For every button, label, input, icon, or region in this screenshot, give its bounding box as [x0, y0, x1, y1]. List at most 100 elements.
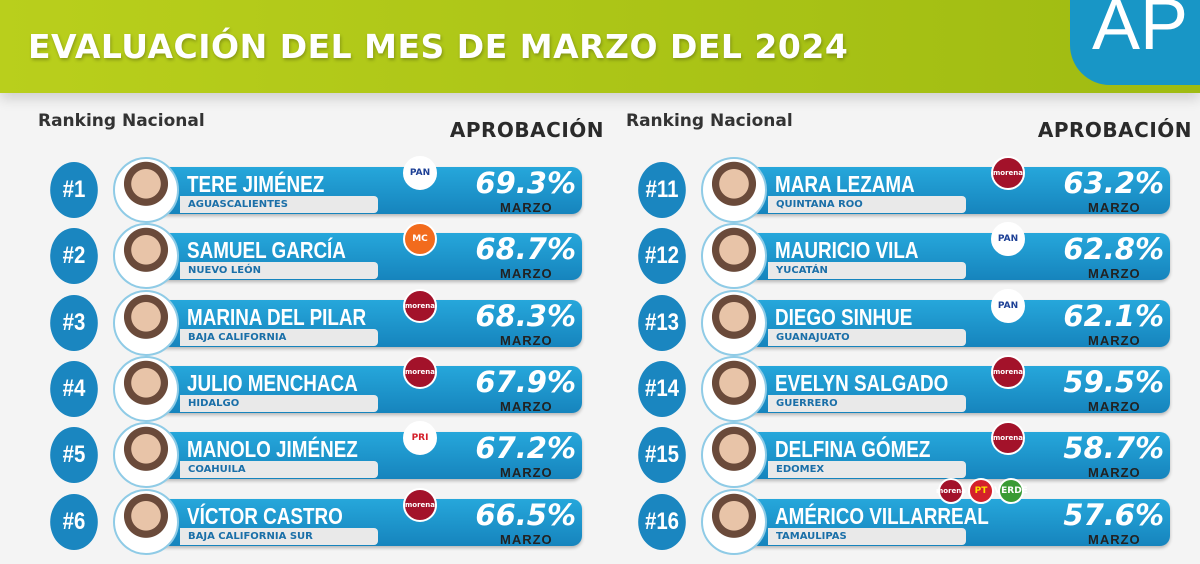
state-label: QUINTANA ROO: [768, 196, 966, 213]
ranking-row: #11 MARA LEZAMA QUINTANA ROO morena 63.2…: [588, 156, 1176, 223]
governor-photo: [701, 223, 767, 290]
party-logo-morena-icon: morena: [991, 354, 1025, 389]
month-label: MARZO: [500, 200, 553, 215]
party-logo-verde-icon: VERDE: [994, 477, 1028, 504]
state-label: COAHUILA: [180, 461, 378, 479]
party-logo-morena-icon: morena: [403, 288, 437, 323]
month-label: MARZO: [1088, 398, 1141, 414]
governor-name: SAMUEL GARCÍA: [187, 237, 346, 264]
ranking-header: Ranking Nacional: [626, 111, 793, 131]
ranking-row: #4 JULIO MENCHACA HIDALGO morena 67.9% M…: [0, 354, 588, 422]
governor-photo: [701, 157, 767, 223]
governor-name: TERE JIMÉNEZ: [187, 171, 325, 197]
governor-photo: [113, 157, 179, 223]
approval-header: APROBACIÓN: [1037, 118, 1192, 142]
rank-badge: #5: [50, 427, 98, 484]
approval-percent: 63.2%: [1063, 166, 1164, 200]
approval-header: APROBACIÓN: [449, 118, 604, 142]
rank-badge: #3: [50, 294, 98, 351]
month-label: MARZO: [500, 398, 553, 414]
state-label: EDOMEX: [768, 461, 966, 479]
month-label: MARZO: [1088, 266, 1141, 282]
rank-badge: #14: [638, 360, 686, 417]
party-logo-morena-icon: morena: [936, 477, 966, 504]
rank-badge: #6: [50, 493, 98, 550]
month-label: MARZO: [1088, 332, 1141, 348]
ranking-column-left: Ranking Nacional APROBACIÓN #1 TERE JIMÉ…: [0, 100, 603, 564]
ranking-row: #3 MARINA DEL PILAR BAJA CALIFORNIA more…: [0, 288, 588, 356]
rank-badge: #16: [638, 493, 686, 550]
approval-percent: 68.3%: [475, 298, 576, 333]
month-label: MARZO: [1088, 465, 1141, 481]
month-label: MARZO: [1088, 531, 1141, 547]
governor-photo: [113, 223, 179, 290]
governor-name: MANOLO JIMÉNEZ: [187, 436, 358, 463]
governor-photo: [701, 488, 767, 555]
state-label: BAJA CALIFORNIA SUR: [180, 527, 378, 545]
month-label: MARZO: [500, 531, 553, 547]
governor-name: MAURICIO VILA: [775, 237, 919, 264]
governor-photo: [113, 355, 179, 422]
governor-name: JULIO MENCHACA: [187, 369, 358, 396]
header-banner: EVALUACIÓN DEL MES DE MARZO DEL 2024 AP: [0, 0, 1200, 93]
approval-percent: 57.6%: [1063, 497, 1164, 532]
governor-name: EVELYN SALGADO: [775, 369, 949, 396]
approval-percent: 69.3%: [475, 166, 576, 200]
party-logo-pan-icon: PAN: [991, 222, 1025, 257]
governor-photo: [701, 422, 767, 489]
party-logo-morena-icon: morena: [403, 354, 437, 389]
governor-photo: [113, 488, 179, 555]
approval-percent: 67.2%: [475, 431, 576, 466]
state-label: AGUASCALIENTES: [180, 196, 378, 213]
governor-name: DIEGO SINHUE: [775, 303, 913, 330]
ranking-row: #15 DELFINA GÓMEZ EDOMEX morena 58.7% MA…: [588, 421, 1176, 489]
state-label: YUCATÁN: [768, 262, 966, 280]
ranking-row: #5 MANOLO JIMÉNEZ COAHUILA PRI 67.2% MAR…: [0, 421, 588, 489]
approval-percent: 66.5%: [475, 497, 576, 532]
page-title: EVALUACIÓN DEL MES DE MARZO DEL 2024: [28, 27, 849, 66]
approval-percent: 59.5%: [1063, 364, 1164, 399]
rank-badge: #15: [638, 427, 686, 484]
approval-percent: 62.1%: [1063, 298, 1164, 333]
ranking-row: #14 EVELYN SALGADO GUERRERO morena 59.5%…: [588, 354, 1176, 422]
governor-name: VÍCTOR CASTRO: [187, 502, 343, 529]
month-label: MARZO: [500, 465, 553, 481]
party-logo-pan-icon: PAN: [403, 156, 437, 190]
state-label: BAJA CALIFORNIA: [180, 328, 378, 346]
party-logo-morena-icon: morena: [991, 156, 1025, 190]
governor-name: AMÉRICO VILLARREAL: [775, 502, 989, 529]
rank-badge: #13: [638, 294, 686, 351]
governor-photo: [113, 422, 179, 489]
rank-badge: #1: [50, 162, 98, 218]
ranking-row: #12 MAURICIO VILA YUCATÁN PAN 62.8% MARZ…: [588, 222, 1176, 290]
ranking-row: #1 TERE JIMÉNEZ AGUASCALIENTES PAN 69.3%…: [0, 156, 588, 223]
ranking-row: #2 SAMUEL GARCÍA NUEVO LEÓN MC 68.7% MAR…: [0, 222, 588, 290]
party-logo-morena-icon: morena: [403, 487, 437, 522]
rank-badge: #12: [638, 228, 686, 285]
month-label: MARZO: [1088, 200, 1141, 215]
governor-photo: [701, 289, 767, 356]
corner-text: AP: [1092, 0, 1189, 65]
governor-name: DELFINA GÓMEZ: [775, 436, 931, 463]
governor-name: MARA LEZAMA: [775, 171, 915, 197]
governor-photo: [701, 355, 767, 422]
state-label: GUANAJUATO: [768, 328, 966, 346]
party-logo-pt-icon: PT: [968, 477, 994, 504]
rank-badge: #11: [638, 162, 686, 218]
approval-percent: 62.8%: [1063, 232, 1164, 267]
party-logo-pri-icon: PRI: [403, 421, 437, 456]
approval-percent: 58.7%: [1063, 431, 1164, 466]
rank-badge: #2: [50, 228, 98, 285]
party-logo-morena-icon: morena: [991, 421, 1025, 456]
approval-percent: 68.7%: [475, 232, 576, 267]
ranking-row: #6 VÍCTOR CASTRO BAJA CALIFORNIA SUR mor…: [0, 487, 588, 555]
month-label: MARZO: [500, 266, 553, 282]
governor-photo: [113, 289, 179, 356]
state-label: HIDALGO: [180, 394, 378, 412]
month-label: MARZO: [500, 332, 553, 348]
ranking-header: Ranking Nacional: [38, 111, 205, 131]
state-label: TAMAULIPAS: [768, 527, 966, 545]
ranking-row: #16 AMÉRICO VILLARREAL TAMAULIPAS morena…: [588, 477, 1176, 555]
ranking-row: #13 DIEGO SINHUE GUANAJUATO PAN 62.1% MA…: [588, 288, 1176, 356]
party-logo-mc-icon: MC: [403, 222, 437, 257]
